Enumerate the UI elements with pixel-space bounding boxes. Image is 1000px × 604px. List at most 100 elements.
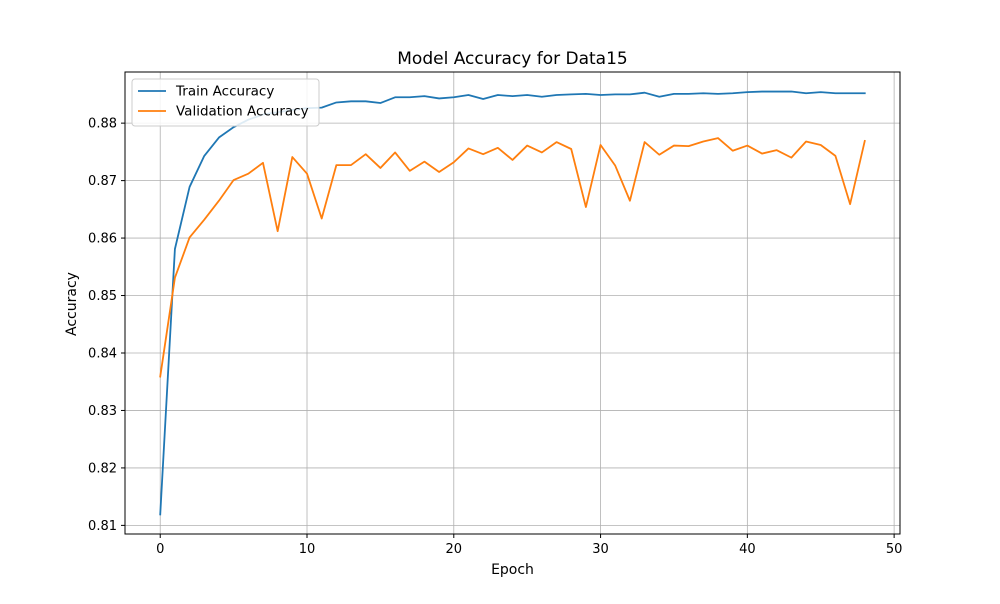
series-1-point <box>496 146 499 149</box>
series-0-point <box>584 92 587 95</box>
series-1-point <box>863 139 866 142</box>
series-1-point <box>834 154 837 157</box>
series-1-point <box>482 153 485 156</box>
series-1-point <box>775 149 778 152</box>
series-line-1 <box>159 137 866 378</box>
series-1-point <box>349 163 352 166</box>
series-1-point <box>702 140 705 143</box>
series-1-point <box>570 147 573 150</box>
series-0-point <box>863 92 866 95</box>
series-0-point <box>643 91 646 94</box>
series-0-point <box>848 92 851 95</box>
series-0-point <box>687 92 690 95</box>
series-1-point <box>804 140 807 143</box>
ticks-layer: 0 10 20 30 40 50 0.81 0.82 0.83 0.84 0.85 0.86 0.87 0… <box>88 117 902 557</box>
legend-label: Validation Accuracy <box>176 104 309 120</box>
y-tick-label: 0.85 <box>88 289 117 304</box>
grid-layer <box>125 72 900 534</box>
series-1-point <box>408 169 411 172</box>
y-tick-label: 0.88 <box>88 117 117 132</box>
series-0-point <box>173 247 176 250</box>
series-1-point <box>379 166 382 169</box>
series-0-point <box>364 100 367 103</box>
x-tick-label: 0 <box>156 542 164 557</box>
series-0-point <box>188 185 191 188</box>
series-0-point <box>423 95 426 98</box>
series-0-point <box>834 92 837 95</box>
series-1-point <box>614 164 617 167</box>
x-axis-label: Epoch <box>491 562 534 578</box>
series-1-point <box>658 153 661 156</box>
series-1-point <box>320 217 323 220</box>
series-0-point <box>526 93 529 96</box>
series-0-point <box>408 96 411 99</box>
y-tick-label: 0.87 <box>88 174 117 189</box>
series-0-point <box>658 95 661 98</box>
series-1-point <box>423 160 426 163</box>
series-0-point <box>540 95 543 98</box>
series-0-point <box>217 136 220 139</box>
series-0-point <box>349 100 352 103</box>
x-tick-label: 10 <box>299 542 316 557</box>
series-0-point <box>482 97 485 100</box>
series-1-point <box>746 144 749 147</box>
legend-box <box>131 78 320 127</box>
chart-title: Model Accuracy for Data15 <box>397 49 627 69</box>
y-tick-label: 0.82 <box>88 461 117 476</box>
series-1-point <box>335 163 338 166</box>
series-0-point <box>379 101 382 104</box>
series-0-point <box>511 95 514 98</box>
series-1-point <box>555 141 558 144</box>
series-1-point <box>173 276 176 279</box>
series-1-point <box>716 136 719 139</box>
y-tick-label: 0.83 <box>88 404 117 419</box>
series-1-point <box>159 375 162 378</box>
series-0-point <box>614 93 617 96</box>
plot-frame <box>124 71 901 535</box>
series-1-point <box>305 172 308 175</box>
series-1-point <box>599 143 602 146</box>
series-1-point <box>364 153 367 156</box>
series-0-point <box>438 97 441 100</box>
series-1-point <box>790 156 793 159</box>
series-0-point <box>320 106 323 109</box>
series-1-point <box>540 151 543 154</box>
series-1-point <box>217 199 220 202</box>
series-0-point <box>335 101 338 104</box>
x-tick-label: 40 <box>739 542 756 557</box>
y-tick-label: 0.84 <box>88 346 117 361</box>
series-0-point <box>570 93 573 96</box>
series-1-point <box>276 230 279 233</box>
series-0-point <box>452 96 455 99</box>
series-0-point <box>775 90 778 93</box>
series-1-point <box>628 199 631 202</box>
legend-label: Train Accuracy <box>175 84 274 100</box>
series-1-point <box>452 161 455 164</box>
series-0-point <box>819 91 822 94</box>
series-1-point <box>848 203 851 206</box>
series-1-point <box>687 145 690 148</box>
series-1-point <box>467 147 470 150</box>
series-1-point <box>261 161 264 164</box>
series-0-point <box>555 93 558 96</box>
series-1-point <box>511 158 514 161</box>
series-1-point <box>819 143 822 146</box>
series-1-point <box>731 149 734 152</box>
series-0-point <box>731 92 734 95</box>
series-1-point <box>526 144 529 147</box>
series-0-point <box>467 93 470 96</box>
legend: Train Accuracy Validation Accuracy <box>131 78 320 127</box>
y-tick-label: 0.86 <box>88 232 117 247</box>
series-0-point <box>628 93 631 96</box>
series-0-point <box>496 93 499 96</box>
series-0-point <box>716 92 719 95</box>
series-0-point <box>599 93 602 96</box>
series-0-point <box>790 90 793 93</box>
series-0-point <box>702 92 705 95</box>
series-0-point <box>804 92 807 95</box>
series-1-point <box>247 172 250 175</box>
series-1-point <box>291 155 294 158</box>
series-1-point <box>438 170 441 173</box>
